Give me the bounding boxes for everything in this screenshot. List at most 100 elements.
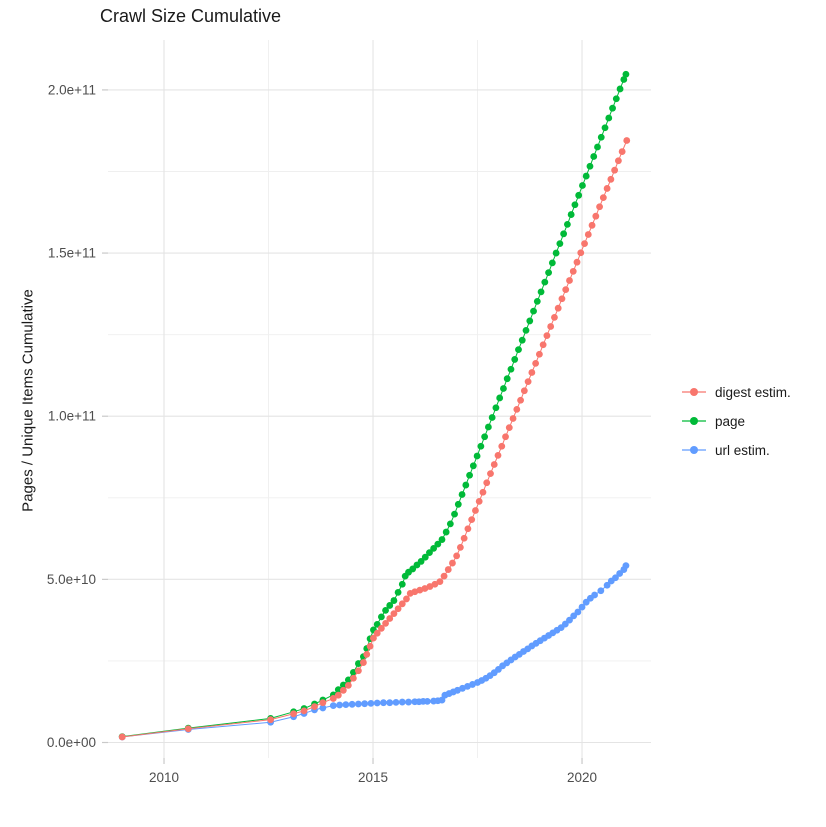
- legend: digest estim. page url estim.: [681, 381, 791, 468]
- data-point-digestestim: [562, 286, 570, 294]
- data-point-page: [515, 346, 522, 354]
- data-point-digestestim: [577, 249, 585, 257]
- data-point-digestestim: [569, 267, 577, 275]
- data-point-urlestim: [367, 699, 375, 707]
- data-point-page: [503, 375, 511, 383]
- series-line-urlestim: [122, 565, 627, 738]
- data-point-page: [442, 528, 450, 536]
- data-point-page: [488, 414, 496, 421]
- data-point-page: [334, 686, 342, 694]
- data-point-page: [567, 211, 575, 218]
- legend-label: digest estim.: [715, 384, 791, 400]
- data-point-page: [496, 394, 504, 402]
- data-point-digestestim: [532, 359, 540, 367]
- x-tick-label: 2015: [358, 770, 388, 785]
- data-point-page: [394, 589, 402, 596]
- data-point-digestestim: [334, 691, 342, 699]
- data-point-page: [426, 549, 433, 557]
- legend-item-page[interactable]: page: [681, 410, 791, 432]
- y-tick-label: 1.5e+11: [48, 246, 96, 261]
- data-point-digestestim: [370, 634, 377, 642]
- data-point-digestestim: [349, 674, 357, 682]
- data-point-digestestim: [440, 572, 448, 580]
- legend-item-url-estim[interactable]: url estim.: [681, 439, 791, 461]
- data-point-digestestim: [502, 433, 509, 441]
- data-point-digestestim: [618, 148, 626, 155]
- legend-key-page-icon: [682, 417, 706, 425]
- data-point-digestestim: [403, 595, 410, 603]
- data-point-digestestim: [360, 659, 367, 666]
- data-point-page: [605, 114, 613, 122]
- data-point-digestestim: [311, 703, 318, 711]
- legend-item-digest-estim[interactable]: digest estim.: [681, 381, 791, 403]
- y-tick-label: 1.0e+11: [48, 409, 96, 424]
- data-point-digestestim: [339, 686, 347, 694]
- data-point-page: [481, 433, 489, 441]
- y-tick-label: 2.0e+11: [48, 82, 96, 97]
- data-point-page: [473, 452, 481, 460]
- data-point-digestestim: [363, 651, 371, 658]
- data-point-urlestim: [603, 581, 611, 589]
- data-point-digestestim: [487, 470, 494, 478]
- data-point-digestestim: [394, 605, 402, 613]
- data-point-digestestim: [566, 277, 573, 284]
- data-point-digestestim: [554, 304, 562, 312]
- data-point-digestestim: [373, 629, 381, 637]
- data-point-digestestim: [184, 725, 192, 733]
- data-point-page: [511, 356, 519, 363]
- x-tick-label: 2020: [567, 770, 597, 785]
- data-point-page: [451, 510, 458, 518]
- data-point-digestestim: [614, 157, 622, 165]
- data-point-digestestim: [382, 620, 389, 627]
- data-point-digestestim: [581, 240, 588, 248]
- data-point-urlestim: [622, 562, 630, 570]
- data-point-page: [477, 442, 485, 450]
- data-point-page: [620, 76, 628, 83]
- data-point-digestestim: [547, 323, 555, 330]
- data-point-digestestim: [436, 578, 444, 586]
- data-point-digestestim: [528, 369, 536, 376]
- data-point-urlestim: [342, 701, 350, 709]
- data-point-digestestim: [524, 378, 532, 386]
- data-point-digestestim: [513, 405, 521, 413]
- data-point-digestestim: [118, 733, 126, 741]
- data-point-urlestim: [348, 700, 356, 708]
- data-point-page: [382, 606, 389, 614]
- data-point-digestestim: [267, 716, 275, 724]
- data-point-digestestim: [517, 396, 524, 404]
- data-point-digestestim: [584, 231, 592, 238]
- data-point-urlestim: [438, 696, 446, 704]
- data-point-digestestim: [539, 341, 547, 349]
- data-point-page: [518, 336, 526, 344]
- data-point-digestestim: [603, 185, 611, 192]
- data-point-digestestim: [494, 451, 502, 459]
- data-point-digestestim: [472, 507, 479, 514]
- data-point-page: [507, 365, 515, 373]
- data-point-page: [390, 597, 398, 604]
- data-point-page: [616, 85, 624, 93]
- data-point-page: [526, 317, 534, 325]
- data-point-page: [434, 540, 442, 548]
- data-point-page: [612, 95, 620, 103]
- data-point-digestestim: [607, 175, 615, 183]
- data-point-page: [548, 259, 556, 267]
- data-point-urlestim: [591, 591, 598, 599]
- data-point-urlestim: [361, 700, 369, 708]
- data-point-digestestim: [300, 707, 308, 715]
- data-point-digestestim: [592, 212, 600, 220]
- data-point-page: [556, 240, 564, 248]
- data-point-urlestim: [319, 704, 327, 712]
- data-point-digestestim: [483, 479, 491, 487]
- data-point-page: [563, 220, 571, 228]
- data-point-digestestim: [464, 525, 472, 533]
- data-point-digestestim: [377, 624, 385, 632]
- data-point-digestestim: [354, 667, 362, 675]
- data-point-urlestim: [566, 616, 573, 624]
- data-point-urlestim: [329, 702, 337, 710]
- data-point-page: [586, 162, 594, 170]
- data-point-page: [377, 613, 385, 621]
- data-point-urlestim: [336, 701, 343, 709]
- data-point-digestestim: [460, 534, 468, 542]
- data-point-digestestim: [386, 615, 394, 622]
- data-point-digestestim: [398, 600, 406, 608]
